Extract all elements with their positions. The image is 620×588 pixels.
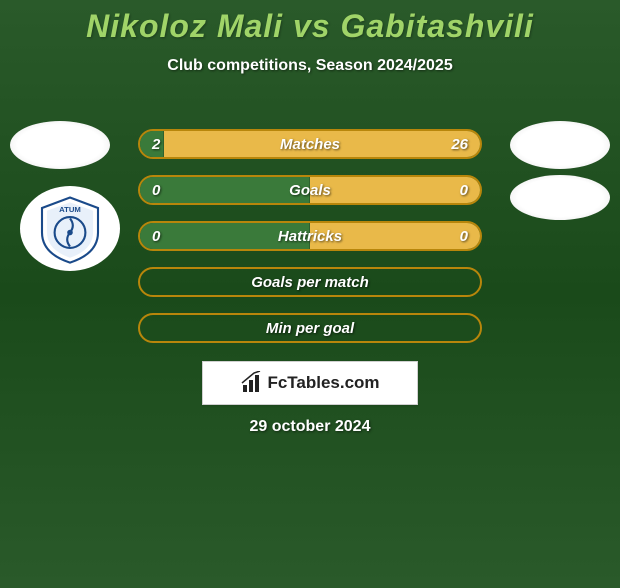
source-logo: FcTables.com [202, 361, 418, 405]
date-text: 29 october 2024 [0, 418, 620, 436]
bar-hattricks: 0 Hattricks 0 [138, 221, 482, 251]
player-left-club-badge: ATUM [20, 186, 120, 271]
svg-text:ATUM: ATUM [59, 205, 81, 214]
player-right-club-avatar [510, 175, 610, 220]
page-title: Nikoloz Mali vs Gabitashvili [0, 8, 620, 45]
bar-goals: 0 Goals 0 [138, 175, 482, 205]
bar-label: Matches [140, 131, 480, 157]
logo-label: FcTables.com [267, 373, 379, 393]
bar-label: Hattricks [140, 223, 480, 249]
comparison-bars: 2 Matches 26 0 Goals 0 0 Hattricks 0 Goa… [138, 129, 482, 359]
bar-value-right: 26 [451, 131, 468, 157]
bar-chart-icon [240, 371, 264, 395]
subtitle: Club competitions, Season 2024/2025 [0, 57, 620, 75]
player-right-avatar [510, 121, 610, 169]
bar-value-right: 0 [460, 223, 468, 249]
source-logo-text: FcTables.com [240, 371, 379, 395]
bar-label: Min per goal [140, 315, 480, 341]
bar-min-per-goal: Min per goal [138, 313, 482, 343]
bar-goals-per-match: Goals per match [138, 267, 482, 297]
bar-value-right: 0 [460, 177, 468, 203]
bar-matches: 2 Matches 26 [138, 129, 482, 159]
bar-label: Goals [140, 177, 480, 203]
bar-label: Goals per match [140, 269, 480, 295]
player-left-avatar [10, 121, 110, 169]
